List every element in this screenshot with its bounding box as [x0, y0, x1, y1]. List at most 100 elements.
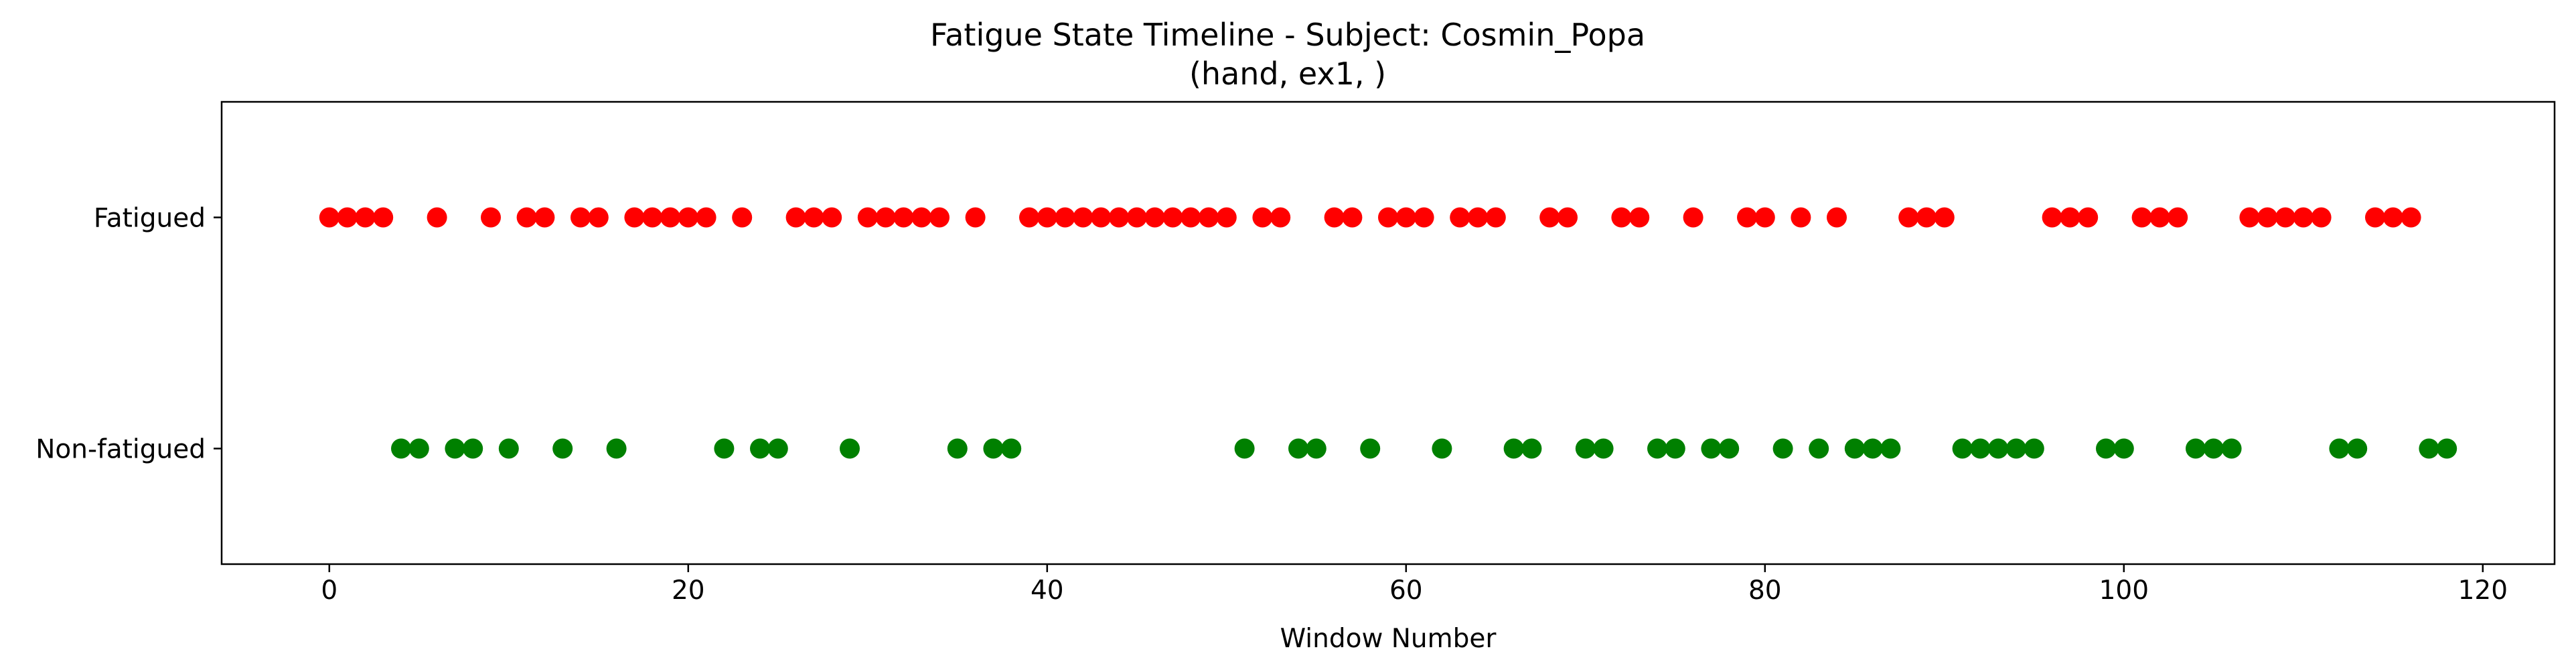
point [875, 207, 896, 228]
point [2024, 438, 2044, 459]
point [1485, 207, 1506, 228]
point [1916, 207, 1937, 228]
point [822, 207, 842, 228]
data-marks [319, 207, 2457, 459]
point [642, 207, 663, 228]
x-tick-label: 0 [321, 576, 337, 606]
point [2168, 207, 2188, 228]
point [1414, 207, 1434, 228]
point [1988, 438, 2009, 459]
point [1037, 207, 1057, 228]
point [678, 207, 698, 228]
point [1360, 438, 1381, 459]
point [1737, 207, 1757, 228]
point [516, 207, 537, 228]
point [571, 207, 591, 228]
series-1 [391, 438, 2457, 459]
point [552, 438, 573, 459]
series-0 [319, 207, 2421, 228]
point [408, 438, 429, 459]
point [355, 207, 376, 228]
point [2060, 207, 2080, 228]
point [1252, 207, 1273, 228]
point [1827, 207, 1847, 228]
point [1629, 207, 1650, 228]
point [1809, 438, 1829, 459]
point [337, 207, 358, 228]
point [1521, 438, 1542, 459]
point [1324, 207, 1345, 228]
point [2203, 438, 2224, 459]
point [319, 207, 339, 228]
point [1306, 438, 1327, 459]
point [2042, 207, 2062, 228]
point [767, 438, 788, 459]
point [624, 207, 645, 228]
point [2329, 438, 2350, 459]
point [2239, 207, 2260, 228]
point [1558, 207, 1578, 228]
point [2221, 438, 2242, 459]
point [2365, 207, 2385, 228]
point [2275, 207, 2295, 228]
point [1880, 438, 1901, 459]
point [2186, 438, 2206, 459]
point [1270, 207, 1291, 228]
point [929, 207, 950, 228]
point [750, 438, 770, 459]
point [1288, 438, 1308, 459]
point [1701, 438, 1722, 459]
point [857, 207, 878, 228]
point [1126, 207, 1147, 228]
point [1109, 207, 1129, 228]
point [1539, 207, 1560, 228]
point [1468, 207, 1488, 228]
point [1575, 438, 1596, 459]
point [785, 207, 806, 228]
point [1216, 207, 1237, 228]
x-tick-label: 80 [1748, 576, 1782, 606]
point [2293, 207, 2314, 228]
point [714, 438, 735, 459]
point [2113, 438, 2134, 459]
point [1144, 207, 1165, 228]
chart-subtitle: (hand, ex1, ) [1189, 56, 1386, 92]
point [1019, 207, 1039, 228]
point [1862, 438, 1883, 459]
plot-area-frame [220, 100, 2556, 565]
point [373, 207, 394, 228]
point [2401, 207, 2421, 228]
point [1970, 438, 1991, 459]
point [1898, 207, 1919, 228]
x-tick-label: 60 [1389, 576, 1423, 606]
x-axis-label: Window Number [1280, 624, 1497, 654]
point [911, 207, 932, 228]
chart-title: Fatigue State Timeline - Subject: Cosmin… [930, 17, 1645, 53]
point [2257, 207, 2278, 228]
point [606, 438, 627, 459]
point [1055, 207, 1075, 228]
point [1162, 207, 1183, 228]
point [1450, 207, 1470, 228]
point [1791, 207, 1811, 228]
point [498, 438, 519, 459]
point [427, 207, 447, 228]
point [1683, 207, 1703, 228]
point [463, 438, 483, 459]
point [696, 207, 716, 228]
point [534, 207, 555, 228]
point [893, 207, 914, 228]
x-tick-label: 100 [2099, 576, 2149, 606]
point [732, 207, 753, 228]
y-tick-label: Non-fatigued [35, 435, 206, 465]
point [1754, 207, 1775, 228]
point [965, 207, 986, 228]
y-axis: Non-fatigued Fatigued [35, 204, 222, 465]
point [1611, 207, 1632, 228]
point [1772, 438, 1793, 459]
point [445, 438, 465, 459]
point [2311, 207, 2332, 228]
point [804, 207, 824, 228]
point [1395, 207, 1416, 228]
